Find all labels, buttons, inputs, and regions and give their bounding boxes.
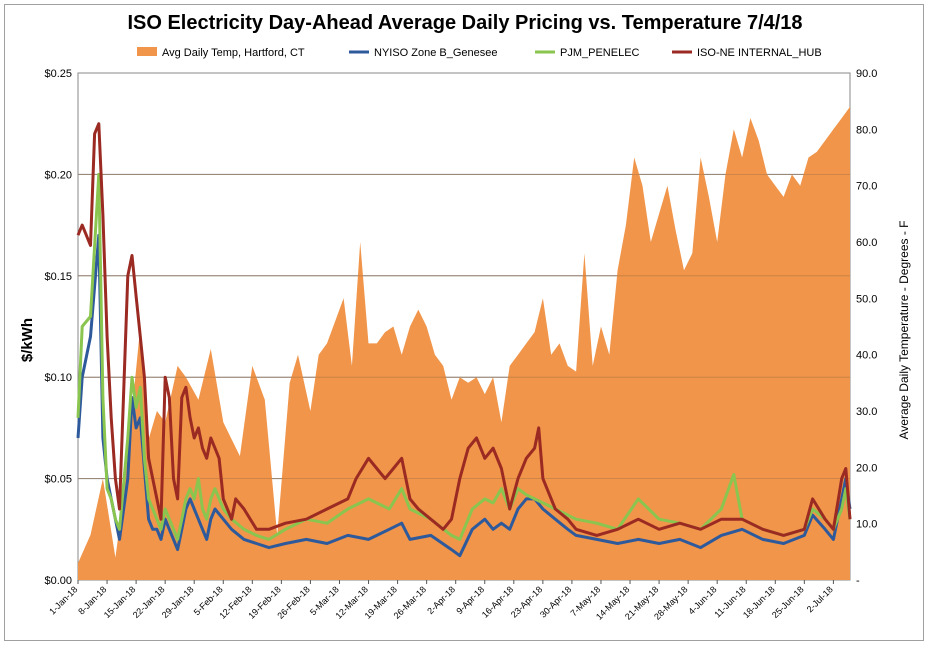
y2-tick-label: 50.0 xyxy=(856,293,877,305)
y-axis-label: $/kWh xyxy=(19,318,36,362)
y2-axis-label: Average Daily Temperature - Degrees - F xyxy=(897,221,911,440)
legend-label: PJM_PENELEC xyxy=(560,47,640,59)
y2-tick-label: 80.0 xyxy=(856,124,877,136)
legend-label: Avg Daily Temp, Hartford, CT xyxy=(162,47,305,59)
y2-tick-label: - xyxy=(856,575,860,587)
legend-label: NYISO Zone B_Genesee xyxy=(374,47,498,59)
y-tick-label: $0.15 xyxy=(44,271,72,283)
y-tick-label: $0.10 xyxy=(44,372,72,384)
legend-swatch xyxy=(137,47,157,56)
y2-tick-label: 10.0 xyxy=(856,519,877,531)
chart-title: ISO Electricity Day-Ahead Average Daily … xyxy=(127,12,803,34)
y2-tick-label: 20.0 xyxy=(856,462,877,474)
legend: Avg Daily Temp, Hartford, CT NYISO Zone B… xyxy=(137,47,822,59)
y2-tick-label: 90.0 xyxy=(856,68,877,80)
y-tick-label: $0.20 xyxy=(44,169,72,181)
x-tick-label: 2-Jul-18 xyxy=(805,584,835,614)
y2-tick-label: 70.0 xyxy=(856,181,877,193)
plot-area: $0.00 $0.05 $0.10 $0.15 $0.20 $0.25 - 10.0 20.0 3… xyxy=(44,68,877,622)
y-tick-label: $0.00 xyxy=(44,575,72,587)
y2-tick-label: 30.0 xyxy=(856,406,877,418)
x-tick-label: 2-Apr-18 xyxy=(425,584,457,616)
y2-tick-label: 40.0 xyxy=(856,350,877,362)
y-tick-label: $0.05 xyxy=(44,474,72,486)
legend-label: ISO-NE INTERNAL_HUB xyxy=(697,47,822,59)
x-tick-label: 25-Jun-18 xyxy=(770,584,806,620)
x-tick-label: 1-Jan-18 xyxy=(47,584,79,616)
y2-tick-label: 60.0 xyxy=(856,237,877,249)
temperature-area xyxy=(78,106,850,581)
x-tick-label: 30-Apr-18 xyxy=(538,584,573,619)
series-line-iso-ne-internal-hub xyxy=(76,122,852,537)
x-tick-label: 29-Jan-18 xyxy=(160,584,196,620)
y-tick-label: $0.25 xyxy=(44,68,72,80)
